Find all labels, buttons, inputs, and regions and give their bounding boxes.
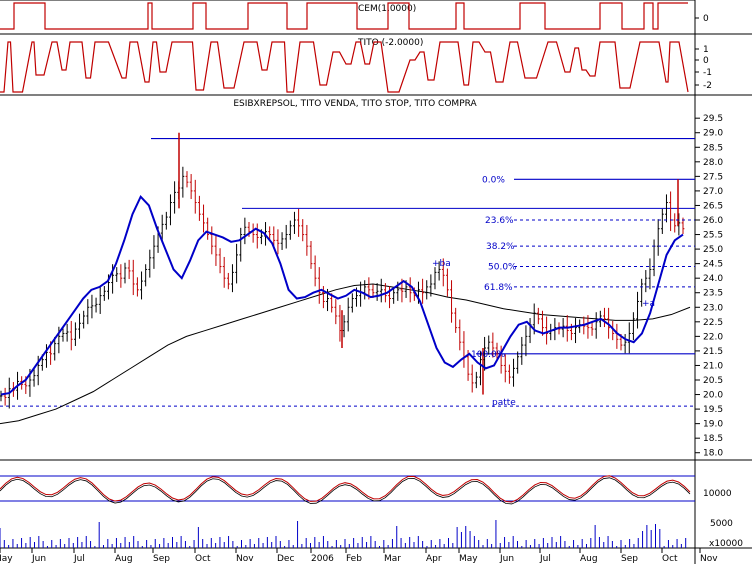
- x-axis-label: Sep: [153, 554, 170, 564]
- axis-layer: 29.5 29.0 28.5 28.0 27.5 27.0 26.5 26.0 25.5 25.0…: [695, 114, 723, 459]
- price-tick-label: 29.5: [703, 114, 723, 124]
- price-tick-label: 24.0: [703, 274, 723, 284]
- price-tick-label: 22.0: [703, 332, 723, 342]
- price-tick-label: 21.5: [703, 347, 723, 357]
- fibonacci-level-label: 38.2%: [486, 242, 515, 252]
- x-axis-label: May: [459, 554, 478, 564]
- price-tick-label: 21.0: [703, 361, 723, 371]
- oscillator-line: [0, 475, 691, 503]
- volume-layer: 10000 5000 x10000: [0, 489, 743, 549]
- x-axis-label: Feb: [346, 554, 362, 564]
- price-tick-label: 18.5: [703, 434, 723, 444]
- volume-unit-label: x10000: [709, 539, 743, 549]
- x-axis-label: Oct: [662, 554, 678, 564]
- moving-average-layer: [0, 283, 691, 425]
- cem-layer: 0: [0, 2, 709, 30]
- tito-line: [0, 41, 689, 93]
- price-tick-label: 29.0: [703, 129, 723, 139]
- x-axis-label: Jul: [539, 554, 551, 564]
- price-tick-label: 23.0: [703, 303, 723, 313]
- tito-tick-label: 1: [703, 45, 709, 55]
- x-axis-label: Oct: [195, 554, 211, 564]
- tito-tick-label: -2: [703, 81, 712, 91]
- fibonacci-layer: 0.0% 23.6% 38.2% 50.0% 61.8% 100.0% +ba patte +a: [432, 175, 695, 408]
- x-axis-label: Nov: [236, 554, 254, 564]
- oscillator-layer: [0, 475, 695, 505]
- oscillator-signal-line: [0, 477, 691, 505]
- price-tick-label: 27.0: [703, 187, 723, 197]
- price-tick-label: 24.5: [703, 260, 723, 270]
- fibonacci-level-label: 23.6%: [485, 216, 514, 226]
- price-tick-label: 20.5: [703, 376, 723, 386]
- x-axis-label: Sep: [621, 554, 638, 564]
- price-grid-layer: [0, 137, 695, 407]
- price-tick-label: 26.5: [703, 201, 723, 211]
- cem-tick-label: 0: [703, 14, 709, 24]
- price-tick-label: 23.5: [703, 289, 723, 299]
- chart-annotation: +a: [642, 299, 655, 309]
- fibonacci-level-label: 50.0%: [488, 263, 517, 273]
- fibonacci-level-label: 0.0%: [482, 175, 505, 185]
- price-tick-label: 25.5: [703, 231, 723, 241]
- tito-tick-label: -1: [703, 68, 712, 78]
- volume-tick-label: 10000: [703, 489, 732, 499]
- chart-annotation: patte: [492, 398, 516, 408]
- price-tick-label: 28.0: [703, 158, 723, 168]
- x-axis-label: Dec: [277, 554, 294, 564]
- chart-title: ESIBXREPSOL, TITO VENDA, TITO STOP, TITO…: [233, 99, 477, 109]
- fibonacci-level-label: 61.8%: [484, 283, 513, 293]
- x-axis-label: Aug: [115, 554, 133, 564]
- blue-average-layer: [0, 194, 684, 396]
- x-axis-label: Aug: [580, 554, 598, 564]
- fibonacci-level-label: 100.0%: [471, 350, 506, 360]
- tito-tick-label: 0: [703, 56, 709, 66]
- tito-layer: 10 -1 -2: [0, 41, 712, 93]
- price-tick-label: 25.0: [703, 245, 723, 255]
- chart-annotation: +ba: [432, 259, 451, 269]
- x-axis-label: 2006: [311, 554, 334, 564]
- x-axis-label: Jun: [31, 554, 46, 564]
- x-axis-label: Jul: [73, 554, 85, 564]
- price-tick-label: 27.5: [703, 172, 723, 182]
- price-tick-label: 20.0: [703, 391, 723, 401]
- price-tick-label: 18.0: [703, 449, 723, 459]
- x-axis-layer: May Jun Jul Aug Sep Oct Nov Dec 2006 Feb Mar Apr May…: [0, 548, 718, 564]
- price-tick-label: 26.0: [703, 216, 723, 226]
- x-axis-label: Nov: [700, 554, 718, 564]
- blue-average-line: [0, 194, 684, 396]
- price-tick-label: 19.5: [703, 405, 723, 415]
- price-tick-label: 19.0: [703, 420, 723, 430]
- ma200-line: [0, 283, 691, 425]
- volume-tick-label: 5000: [710, 519, 733, 529]
- cem-line: [0, 2, 688, 30]
- cem-panel-title: CEM(1.0000): [358, 4, 416, 14]
- x-axis-label: May: [0, 554, 13, 564]
- x-axis-label: Mar: [384, 554, 401, 564]
- price-tick-label: 22.5: [703, 318, 723, 328]
- x-axis-label: Apr: [426, 554, 442, 564]
- tito-panel-title: TITO (-2.0000): [357, 38, 423, 48]
- price-tick-label: 28.5: [703, 143, 723, 153]
- x-axis-label: Jun: [499, 554, 514, 564]
